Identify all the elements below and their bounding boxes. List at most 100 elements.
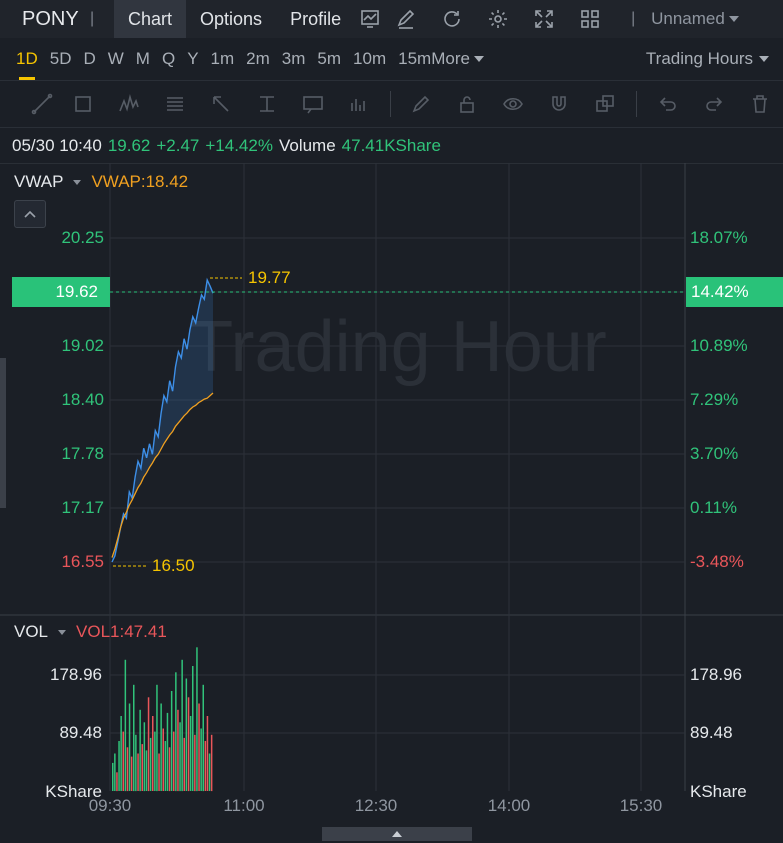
chevron-down-icon <box>58 629 67 635</box>
chevron-down-icon <box>73 179 82 185</box>
arrow-tool-icon[interactable] <box>198 80 244 128</box>
top-nav-bar: PONY | Chart Options Profile | Unnamed <box>0 0 783 38</box>
toolbar-divider <box>389 91 391 117</box>
more-periods-dropdown[interactable]: More <box>431 49 484 69</box>
period-week[interactable]: W <box>102 38 130 80</box>
volume-bar <box>198 703 200 791</box>
volume-bar <box>154 731 156 791</box>
period-5m[interactable]: 5m <box>311 38 347 80</box>
chart-area[interactable]: Trading Hour VWAP VWAP:18.42 19.62 14.42… <box>0 163 783 843</box>
price-axis-tick: 16.55 <box>61 552 104 571</box>
volume-bar <box>149 737 152 791</box>
quote-change: +2.47 <box>156 136 200 155</box>
fullscreen-icon[interactable] <box>529 0 559 38</box>
volume-bar <box>116 772 118 792</box>
bottom-expand-handle[interactable] <box>322 827 472 841</box>
volume-bar <box>118 741 120 791</box>
volume-bar <box>164 741 167 791</box>
trash-icon[interactable] <box>737 80 783 128</box>
period-1m[interactable]: 1m <box>205 38 241 80</box>
period-3m[interactable]: 3m <box>276 38 312 80</box>
eye-icon[interactable] <box>490 80 536 128</box>
volume-bar <box>168 747 171 792</box>
ticker-symbol[interactable]: PONY <box>22 7 79 30</box>
price-axis-tick: 19.02 <box>61 336 104 355</box>
period-label: 5m <box>317 49 342 68</box>
trend-line-icon[interactable] <box>24 80 60 128</box>
volume-bar <box>126 747 129 792</box>
undo-icon[interactable] <box>645 80 691 128</box>
volume-bar <box>177 709 179 792</box>
pct-axis-tick: 3.70% <box>690 444 739 463</box>
vwap-indicator-header[interactable]: VWAP VWAP:18.42 <box>14 172 188 192</box>
volume-bar <box>210 734 213 792</box>
period-label: 3m <box>281 49 306 68</box>
period-15m[interactable]: 15m <box>392 38 431 80</box>
current-price-tag: 19.62 <box>12 277 110 307</box>
draw-pen-icon[interactable] <box>391 0 421 38</box>
time-axis-tick: 11:00 <box>223 796 265 815</box>
chevron-down-icon <box>728 16 739 22</box>
quote-price: 19.62 <box>107 136 151 155</box>
period-10m[interactable]: 10m <box>347 38 392 80</box>
wave-pattern-icon[interactable] <box>106 80 152 128</box>
chevron-up-icon <box>392 831 402 837</box>
side-collapse-handle[interactable] <box>0 358 6 508</box>
tab-options[interactable]: Options <box>186 0 276 38</box>
settings-gear-icon[interactable] <box>483 0 513 38</box>
volume-bar <box>192 666 194 791</box>
fibonacci-icon[interactable] <box>152 80 198 128</box>
vol-indicator-header[interactable]: VOL VOL1:47.41 <box>14 622 167 642</box>
chevron-up-icon <box>24 210 36 218</box>
vol-indicator-value: VOL1:47.41 <box>76 622 167 641</box>
volume-bar <box>189 716 192 791</box>
session-dropdown[interactable]: Trading Hours <box>646 38 769 80</box>
period-label: 2m <box>246 49 270 68</box>
volume-bar <box>160 703 162 791</box>
volume-bar <box>194 734 196 792</box>
period-month[interactable]: M <box>130 38 156 80</box>
layout-grid-icon[interactable] <box>575 0 605 38</box>
text-note-icon[interactable] <box>290 80 336 128</box>
quote-volume-label: Volume <box>278 136 336 155</box>
period-day[interactable]: D <box>77 38 101 80</box>
lock-icon[interactable] <box>444 80 490 128</box>
period-label: 15m <box>398 49 432 68</box>
volume-bar <box>200 728 202 791</box>
volume-bar <box>112 762 114 791</box>
volume-bar <box>122 731 124 791</box>
volume-bar <box>185 678 188 791</box>
session-label: Trading Hours <box>645 49 753 68</box>
volume-bar <box>187 697 190 792</box>
rectangle-tool-icon[interactable] <box>60 80 106 128</box>
period-label: W <box>107 49 124 68</box>
layout-name-dropdown[interactable]: Unnamed <box>651 9 739 29</box>
low-price-label: 16.50 <box>152 556 195 575</box>
tab-chart[interactable]: Chart <box>114 0 187 38</box>
magnet-icon[interactable] <box>536 80 582 128</box>
chart-canvas[interactable]: Trading Hour <box>0 163 783 843</box>
bar-pattern-icon[interactable] <box>336 80 382 128</box>
quote-info-line: 05/30 10:40 19.62 +2.47 +14.42% Volume 4… <box>12 136 441 156</box>
toolbar-divider <box>636 91 638 117</box>
collapse-panel-button[interactable] <box>14 200 46 228</box>
refresh-icon[interactable] <box>437 0 467 38</box>
indicator-chart-icon[interactable] <box>355 0 385 38</box>
period-2m[interactable]: 2m <box>240 38 276 80</box>
pencil-icon[interactable] <box>399 80 445 128</box>
redo-icon[interactable] <box>691 80 737 128</box>
layout-name-label: Unnamed <box>651 9 725 28</box>
period-label: Q <box>161 49 176 68</box>
copy-icon[interactable] <box>582 80 628 128</box>
period-label: Y <box>187 49 199 68</box>
period-year[interactable]: Y <box>181 38 204 80</box>
volume-bar <box>133 684 135 792</box>
period-5d[interactable]: 5D <box>44 38 78 80</box>
period-label: 5D <box>49 49 72 68</box>
period-quarter[interactable]: Q <box>156 38 181 80</box>
chevron-down-icon <box>473 56 484 62</box>
measure-tool-icon[interactable] <box>244 80 290 128</box>
quote-change-pct: +14.42% <box>205 136 273 155</box>
tab-profile[interactable]: Profile <box>276 0 355 38</box>
period-1d[interactable]: 1D <box>10 38 44 80</box>
